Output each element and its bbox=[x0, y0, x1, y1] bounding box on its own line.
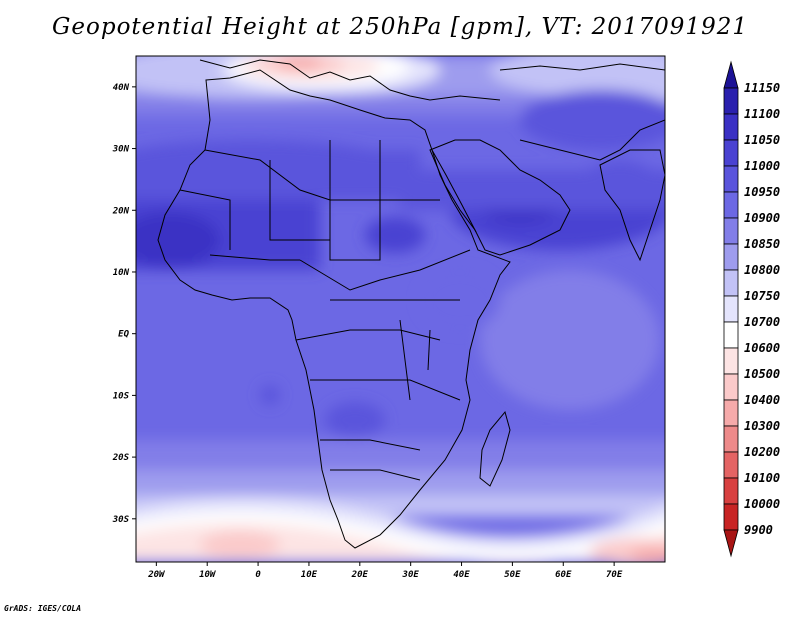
lon-tick-label: 10W bbox=[199, 570, 217, 580]
latitude-axis: 40N 30N 20N 10N EQ 10S 20S 30S bbox=[112, 83, 136, 525]
lon-tick-label: 30E bbox=[402, 570, 420, 580]
lon-tick-label: 40E bbox=[453, 570, 470, 580]
lon-tick-label: 50E bbox=[504, 570, 521, 580]
map-title: Geopotential Height at 250hPa [gpm], VT:… bbox=[52, 14, 748, 40]
map-frame bbox=[135, 55, 666, 563]
lat-tick-label: 20S bbox=[112, 453, 130, 463]
lat-tick-label: 30N bbox=[112, 145, 130, 155]
colorbar-label: 10900 bbox=[744, 211, 780, 225]
lat-tick-label: EQ bbox=[118, 330, 129, 340]
lat-tick-label: 10N bbox=[113, 268, 130, 278]
colorbar-label: 10000 bbox=[744, 497, 780, 511]
colorbar-swatch bbox=[723, 399, 739, 427]
colorbar-swatch bbox=[723, 113, 739, 141]
colorbar-label: 10300 bbox=[744, 419, 780, 433]
lat-tick-label: 20N bbox=[112, 206, 130, 216]
colorbar-label: 11150 bbox=[744, 81, 780, 95]
colorbar-swatch bbox=[723, 269, 739, 297]
colorbar-swatch bbox=[723, 503, 739, 531]
lon-tick-label: 10E bbox=[301, 570, 318, 580]
longitude-axis: 20W 10W 0 10E 20E 30E 40E 50E 60E 70E bbox=[147, 562, 623, 580]
colorbar-swatch bbox=[723, 139, 739, 167]
colorbar-swatch bbox=[723, 217, 739, 245]
colorbar-label: 9900 bbox=[744, 523, 773, 537]
colorbar-label: 10700 bbox=[744, 315, 780, 329]
colorbar-swatch bbox=[723, 165, 739, 193]
height-field bbox=[136, 56, 665, 562]
colorbar-label: 10200 bbox=[744, 445, 780, 459]
lat-tick-label: 10S bbox=[113, 391, 130, 401]
colorbar-swatch bbox=[723, 373, 739, 401]
colorbar: 11150 11100 11050 11000 10950 10900 10850 10800… bbox=[723, 60, 780, 558]
colorbar-swatch bbox=[723, 243, 739, 271]
colorbar-label: 11000 bbox=[744, 159, 780, 173]
colorbar-swatch bbox=[723, 295, 739, 323]
lon-tick-label: 70E bbox=[606, 570, 623, 580]
colorbar-swatch bbox=[723, 191, 739, 219]
colorbar-label: 10800 bbox=[744, 263, 780, 277]
colorbar-label: 10500 bbox=[744, 367, 780, 381]
grads-credit: GrADS: IGES/COLA bbox=[4, 604, 82, 613]
colorbar-swatch bbox=[723, 477, 739, 505]
colorbar-swatch bbox=[723, 451, 739, 479]
colorbar-label: 10950 bbox=[744, 185, 780, 199]
lon-tick-label: 20E bbox=[351, 570, 369, 580]
colorbar-swatch bbox=[723, 529, 739, 558]
colorbar-label: 10100 bbox=[744, 471, 780, 485]
colorbar-label: 10600 bbox=[744, 341, 780, 355]
colorbar-label: 11050 bbox=[744, 133, 780, 147]
colorbar-label: 11100 bbox=[744, 107, 780, 121]
lat-tick-label: 30S bbox=[112, 515, 130, 525]
colorbar-swatch bbox=[723, 60, 739, 89]
lat-tick-label: 40N bbox=[113, 83, 130, 93]
colorbar-label: 10850 bbox=[744, 237, 780, 251]
colorbar-swatch bbox=[723, 347, 739, 375]
colorbar-swatch bbox=[723, 87, 739, 115]
colorbar-label: 10400 bbox=[744, 393, 780, 407]
colorbar-swatch bbox=[723, 425, 739, 453]
lon-tick-label: 0 bbox=[255, 570, 261, 580]
coastlines bbox=[157, 59, 665, 549]
colorbar-label: 10750 bbox=[744, 289, 780, 303]
lon-tick-label: 60E bbox=[555, 570, 572, 580]
colorbar-swatch bbox=[723, 321, 739, 349]
lon-tick-label: 20W bbox=[147, 570, 166, 580]
